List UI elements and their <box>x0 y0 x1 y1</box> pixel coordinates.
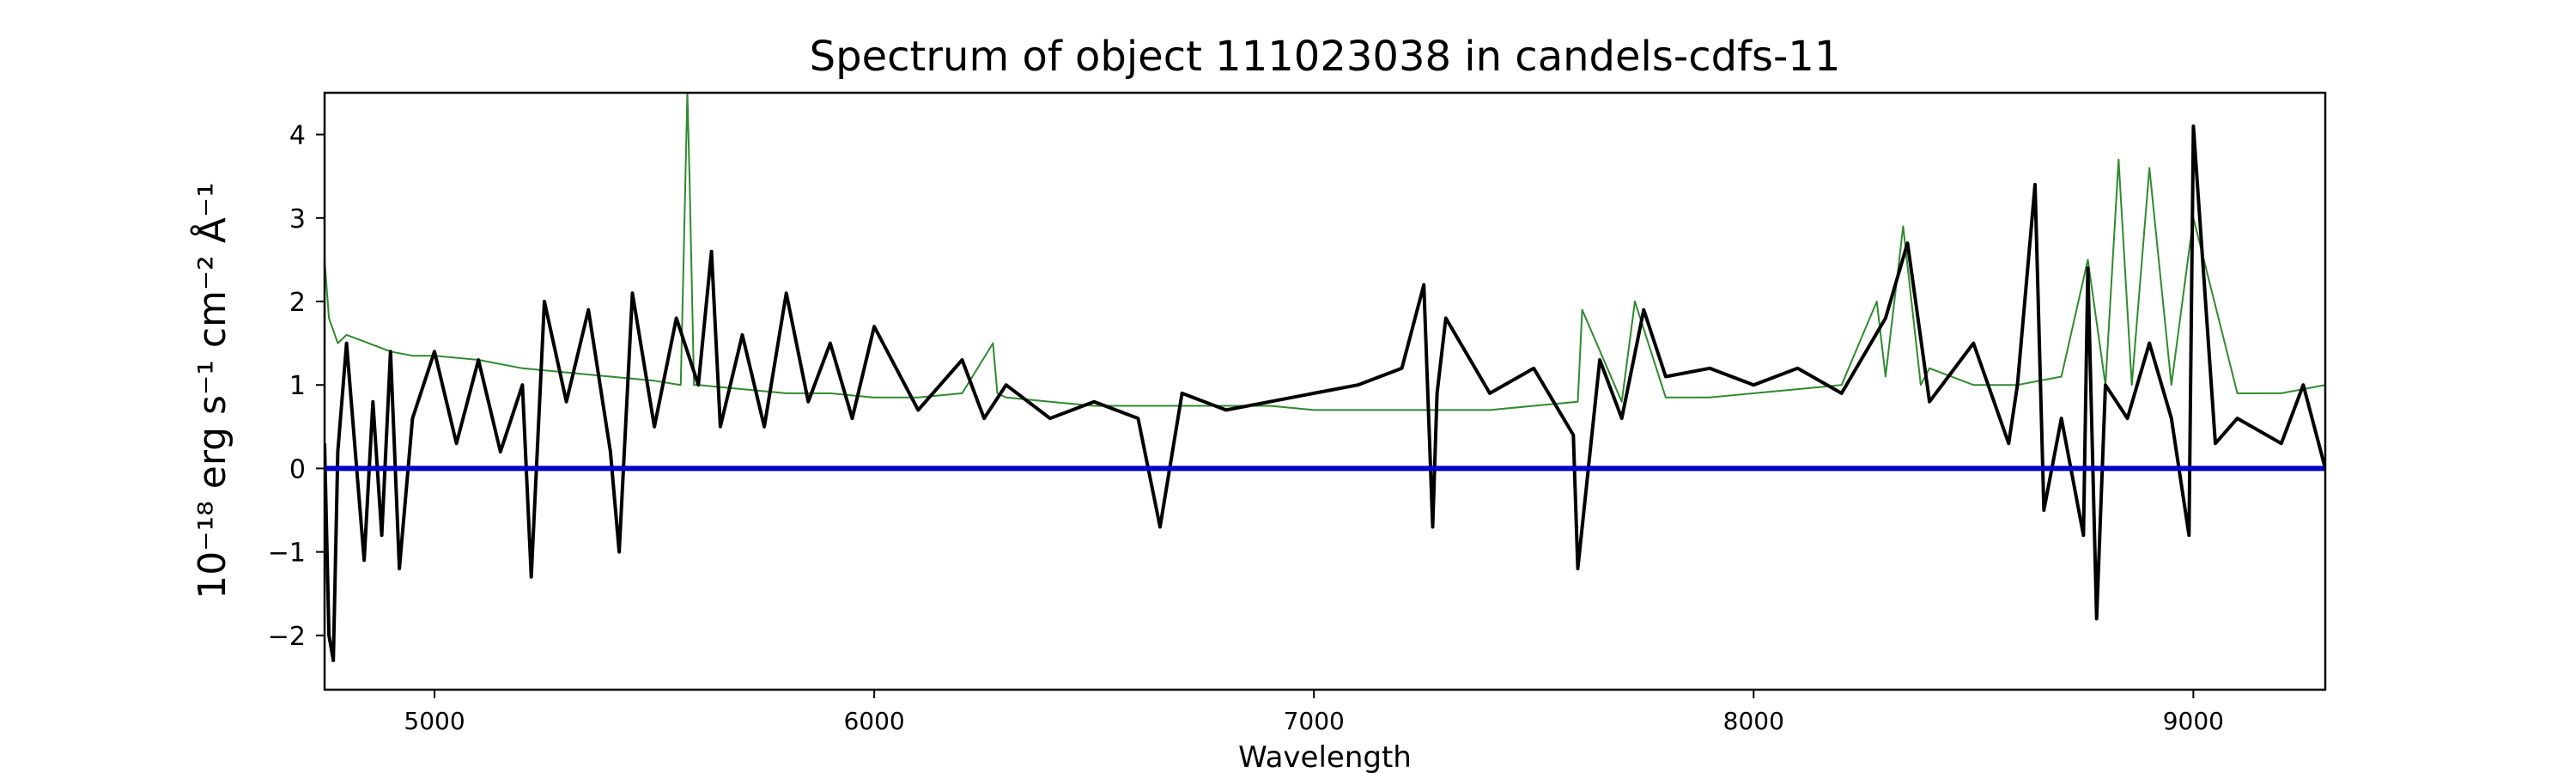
x-tick-label: 9000 <box>2163 707 2224 735</box>
x-tick-label: 6000 <box>843 707 904 735</box>
y-tick-label: 4 <box>289 121 306 151</box>
chart-title: Spectrum of object 111023038 in candels-… <box>810 33 1841 81</box>
y-axis-label: 10⁻¹⁸ erg s⁻¹ cm⁻² Å⁻¹ <box>189 182 234 599</box>
y-tick-label: 2 <box>289 288 306 318</box>
x-tick-label: 7000 <box>1284 707 1345 735</box>
y-tick-label: 0 <box>289 454 306 484</box>
y-tick-label: −2 <box>268 622 306 652</box>
observed-spectrum-line <box>325 124 2325 662</box>
plot-area <box>325 93 2325 662</box>
x-tick-label: 5000 <box>404 707 465 735</box>
model-spectrum-line <box>325 93 2325 411</box>
y-tick-label: 1 <box>289 371 306 401</box>
x-tick-label: 8000 <box>1723 707 1784 735</box>
plot-frame <box>323 91 2327 691</box>
x-axis-label: Wavelength <box>1238 740 1412 773</box>
y-tick-label: 3 <box>289 204 306 234</box>
axes: 5000 6000 7000 8000 9000 −2 −1 0 1 2 3 4 <box>268 91 2327 735</box>
y-tick-label: −1 <box>268 539 306 569</box>
